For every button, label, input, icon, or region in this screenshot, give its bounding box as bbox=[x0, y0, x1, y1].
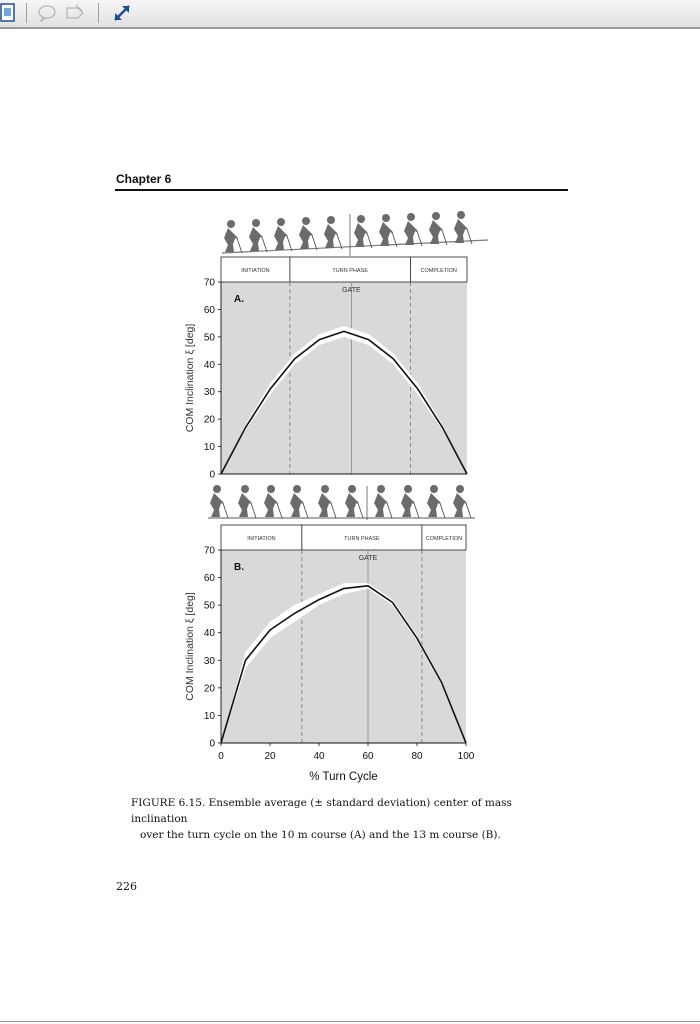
figure-6-15: INITIATION TURN PHASE COMPLETION GATE A. 0 10 2… bbox=[184, 210, 489, 783]
phase-label: COMPLETION bbox=[421, 268, 457, 274]
gate-label: GATE bbox=[342, 287, 361, 294]
mean-curve bbox=[220, 330, 468, 475]
fit-page-icon[interactable] bbox=[0, 2, 22, 24]
chart-panel-a: INITIATION TURN PHASE COMPLETION GATE A. 0 10 2… bbox=[184, 256, 468, 481]
y-tick-label: 50 bbox=[204, 332, 216, 343]
y-tick-label: 20 bbox=[204, 415, 216, 426]
phase-box bbox=[421, 524, 467, 551]
phase-box bbox=[301, 524, 423, 551]
toolbar bbox=[0, 0, 700, 29]
y-tick-label: 0 bbox=[209, 470, 215, 481]
bottom-border bbox=[0, 1021, 700, 1022]
x-tick-label: 20 bbox=[264, 751, 276, 762]
plot-area bbox=[221, 282, 467, 474]
phase-label: INITIATION bbox=[247, 536, 275, 542]
y-tick-label: 10 bbox=[204, 711, 216, 722]
x-tick-label: 60 bbox=[362, 751, 374, 762]
phase-label: TURN PHASE bbox=[332, 268, 368, 274]
toolbar-separator bbox=[26, 3, 27, 23]
y-tick-label: 40 bbox=[204, 628, 216, 639]
x-tick-label: 80 bbox=[411, 751, 423, 762]
toolbar-separator bbox=[98, 3, 99, 23]
y-tick-label: 50 bbox=[204, 601, 216, 612]
x-axis-label: % Turn Cycle bbox=[309, 771, 377, 783]
panel-label: B. bbox=[234, 562, 244, 573]
phase-label: INITIATION bbox=[241, 268, 269, 274]
panel-label: A. bbox=[234, 294, 244, 305]
phase-label: COMPLETION bbox=[426, 536, 462, 542]
gate-label: GATE bbox=[359, 555, 378, 562]
x-tick-label: 40 bbox=[313, 751, 325, 762]
phase-box bbox=[220, 256, 291, 283]
tag-icon[interactable] bbox=[64, 2, 86, 24]
y-tick-label: 60 bbox=[204, 573, 216, 584]
x-tick-label: 100 bbox=[458, 751, 475, 762]
y-tick-label: 10 bbox=[204, 442, 216, 453]
x-tick-label: 0 bbox=[218, 751, 224, 762]
y-tick-label: 60 bbox=[204, 305, 216, 316]
y-tick-label: 30 bbox=[204, 656, 216, 667]
y-tick-label: 30 bbox=[204, 387, 216, 398]
y-tick-label: 40 bbox=[204, 360, 216, 371]
mean-curve bbox=[220, 585, 467, 744]
figure-caption: FIGURE 6.15. Ensemble average (± standar… bbox=[131, 795, 561, 843]
phase-label: TURN PHASE bbox=[344, 536, 380, 542]
y-axis-label: COM Inclination ξ [deg] bbox=[184, 592, 196, 701]
phase-box bbox=[289, 256, 411, 283]
chart-panel-b: INITIATION TURN PHASE COMPLETION GATE B. 0 10 2… bbox=[184, 524, 475, 783]
y-tick-label: 0 bbox=[209, 739, 215, 750]
chapter-heading: Chapter 6 bbox=[116, 172, 172, 186]
comment-icon[interactable] bbox=[36, 2, 58, 24]
skier-illustration-a bbox=[221, 210, 489, 256]
y-axis-label: COM Inclination ξ [deg] bbox=[184, 324, 196, 433]
page-number: 226 bbox=[116, 880, 137, 893]
caption-line-2: over the turn cycle on the 10 m course (… bbox=[140, 829, 501, 841]
skier-illustration-b bbox=[208, 484, 475, 520]
sd-band bbox=[221, 583, 466, 743]
caption-line-1: FIGURE 6.15. Ensemble average (± standar… bbox=[131, 797, 512, 825]
expand-icon[interactable] bbox=[111, 2, 133, 24]
chapter-rule bbox=[115, 189, 568, 191]
phase-box bbox=[410, 256, 468, 283]
y-tick-label: 70 bbox=[204, 278, 216, 289]
y-tick-label: 20 bbox=[204, 683, 216, 694]
y-tick-label: 70 bbox=[204, 546, 216, 557]
